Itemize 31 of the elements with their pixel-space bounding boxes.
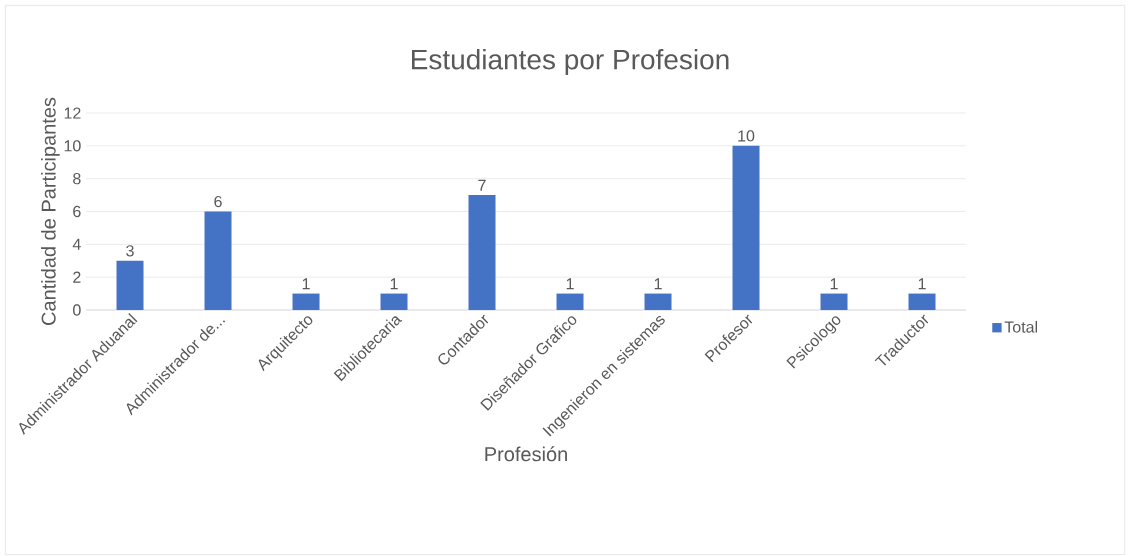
bar [204,211,232,310]
bar [644,293,672,310]
data-label: 1 [830,278,838,290]
data-label: 3 [126,245,134,257]
bar [732,145,760,310]
data-label: 10 [738,130,755,142]
chart-title: Estudiantes por Profesion [412,48,729,76]
x-axis-title: Profesión [485,446,567,462]
data-label: 1 [390,278,398,290]
y-tick-label: 2 [73,271,81,283]
bar [116,260,144,310]
data-label: 1 [566,278,574,290]
y-tick-label: 8 [73,173,81,185]
data-label: 6 [214,195,222,208]
bar [380,293,408,310]
bar [820,293,848,310]
legend-label: Total [1004,320,1038,333]
data-label: 1 [302,278,310,290]
y-tick-label: 10 [64,140,81,152]
bar [468,195,496,310]
y-tick-label: 4 [72,238,81,250]
y-tick-label: 6 [73,205,81,218]
data-label: 7 [478,179,486,191]
y-tick-label: 12 [64,107,81,119]
y-axis-title: Cantidad de Participantes [41,97,60,325]
bar [292,293,320,310]
data-label: 1 [918,278,926,290]
bar [908,293,936,310]
y-tick-label: 0 [73,304,81,316]
data-label: 1 [654,278,662,290]
bar [556,293,584,310]
